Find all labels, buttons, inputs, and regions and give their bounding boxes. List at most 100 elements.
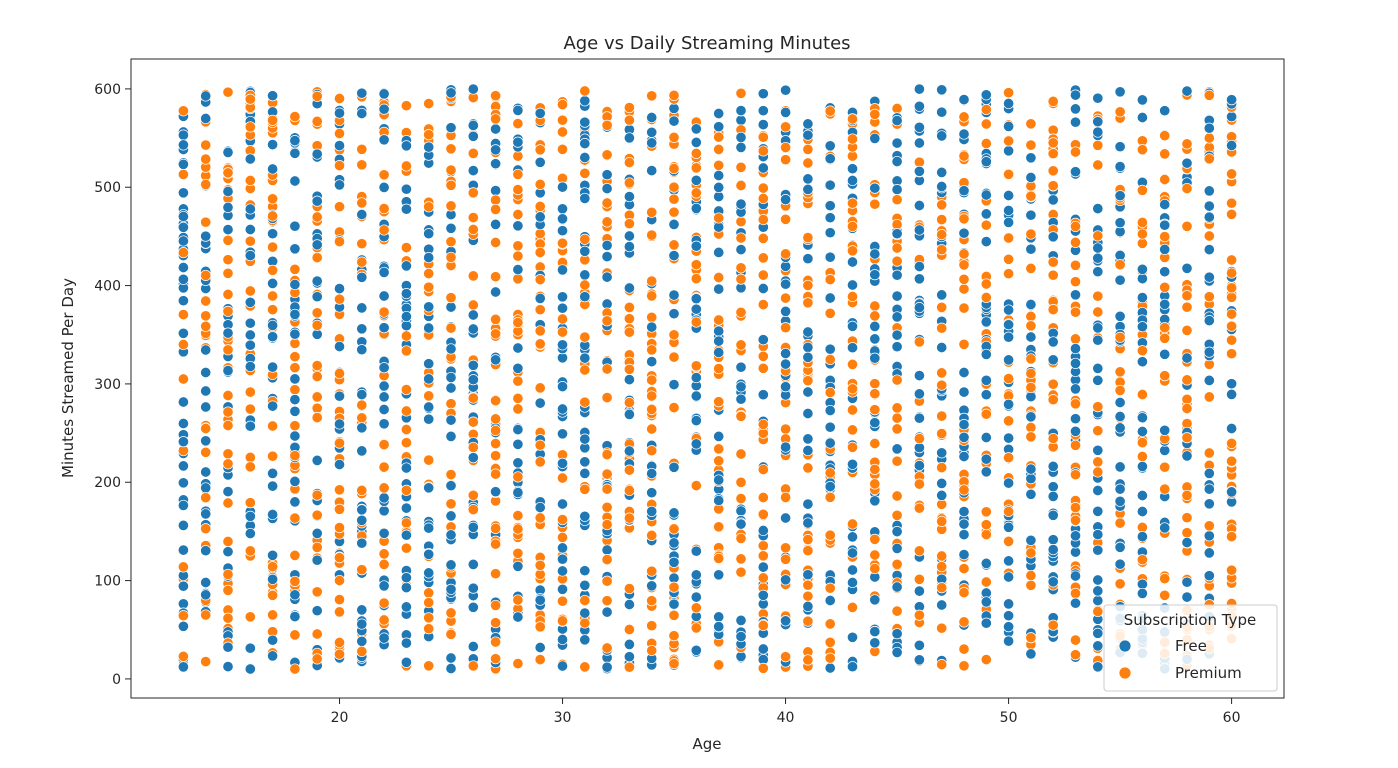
point-free <box>913 412 925 424</box>
point-premium <box>936 550 948 562</box>
point-premium <box>333 92 346 105</box>
point-free <box>311 605 323 617</box>
point-free <box>1181 85 1193 97</box>
point-free <box>802 129 814 141</box>
point-free <box>1203 374 1215 386</box>
y-tick-label: 300 <box>94 377 121 393</box>
point-premium <box>690 360 702 372</box>
point-free <box>1114 190 1126 202</box>
point-premium <box>467 212 479 224</box>
point-free <box>333 340 346 353</box>
point-premium <box>713 521 725 533</box>
point-premium <box>668 163 680 175</box>
point-premium <box>936 229 948 241</box>
point-free <box>289 430 301 442</box>
point-premium <box>601 575 613 587</box>
point-free <box>423 322 435 334</box>
point-free <box>735 518 747 530</box>
point-premium <box>378 169 390 181</box>
point-free <box>356 344 368 356</box>
point-free <box>1114 483 1126 495</box>
point-free <box>1047 354 1059 366</box>
point-premium <box>1136 345 1148 357</box>
point-premium <box>512 118 524 130</box>
point-premium <box>1047 619 1059 631</box>
point-free <box>579 467 591 479</box>
point-free <box>467 83 479 95</box>
point-premium <box>445 179 457 191</box>
point-free <box>802 173 814 185</box>
point-premium <box>423 201 435 213</box>
point-free <box>267 573 279 585</box>
point-premium <box>1069 220 1082 232</box>
point-premium <box>980 118 992 130</box>
point-free <box>512 136 524 148</box>
point-premium <box>1203 132 1215 144</box>
point-free <box>824 292 836 304</box>
point-premium <box>1092 466 1104 478</box>
point-premium <box>534 559 546 571</box>
point-free <box>1092 242 1104 254</box>
point-free <box>200 576 212 589</box>
point-free <box>936 341 948 354</box>
point-premium <box>400 100 412 112</box>
point-free <box>177 129 189 141</box>
point-premium <box>1181 512 1193 524</box>
point-premium <box>1226 437 1238 449</box>
point-premium <box>556 126 569 138</box>
point-free <box>1092 116 1104 128</box>
point-free <box>177 221 189 233</box>
point-free <box>936 84 948 96</box>
point-free <box>735 105 747 117</box>
point-free <box>1025 473 1037 485</box>
point-free <box>177 187 189 199</box>
point-premium <box>1025 579 1037 591</box>
point-free <box>735 141 747 153</box>
point-free <box>1003 635 1015 647</box>
point-free <box>980 389 992 401</box>
point-premium <box>356 564 368 576</box>
point-premium <box>1092 605 1104 618</box>
point-free <box>1181 536 1193 549</box>
point-premium <box>378 614 390 626</box>
point-premium <box>579 364 591 376</box>
point-premium <box>579 617 591 629</box>
point-free <box>467 374 479 386</box>
point-free <box>757 389 769 401</box>
point-free <box>1203 483 1215 495</box>
point-premium <box>601 315 613 327</box>
point-premium <box>267 304 279 316</box>
point-premium <box>556 114 569 126</box>
point-premium <box>534 621 546 633</box>
point-free <box>467 558 479 570</box>
point-premium <box>1226 564 1238 576</box>
point-premium <box>400 517 412 529</box>
point-premium <box>1092 139 1104 151</box>
point-premium <box>1203 230 1215 242</box>
point-premium <box>846 424 859 436</box>
point-premium <box>802 375 814 387</box>
point-premium <box>490 599 502 611</box>
point-free <box>735 631 747 643</box>
point-premium <box>713 363 725 375</box>
point-free <box>824 594 836 607</box>
point-premium <box>556 514 569 526</box>
point-premium <box>378 482 390 494</box>
point-premium <box>802 534 814 546</box>
point-free <box>490 185 502 197</box>
point-premium <box>757 362 769 374</box>
point-premium <box>1181 220 1193 232</box>
point-free <box>267 549 279 561</box>
point-premium <box>1181 324 1193 336</box>
point-free <box>400 288 412 300</box>
point-free <box>1025 243 1037 255</box>
point-premium <box>1226 334 1238 346</box>
point-premium <box>936 301 948 313</box>
point-premium <box>356 143 368 155</box>
point-premium <box>1092 456 1104 468</box>
point-free <box>891 646 903 658</box>
point-free <box>757 524 769 537</box>
point-premium <box>713 443 725 455</box>
point-free <box>713 346 725 359</box>
point-free <box>222 327 234 339</box>
